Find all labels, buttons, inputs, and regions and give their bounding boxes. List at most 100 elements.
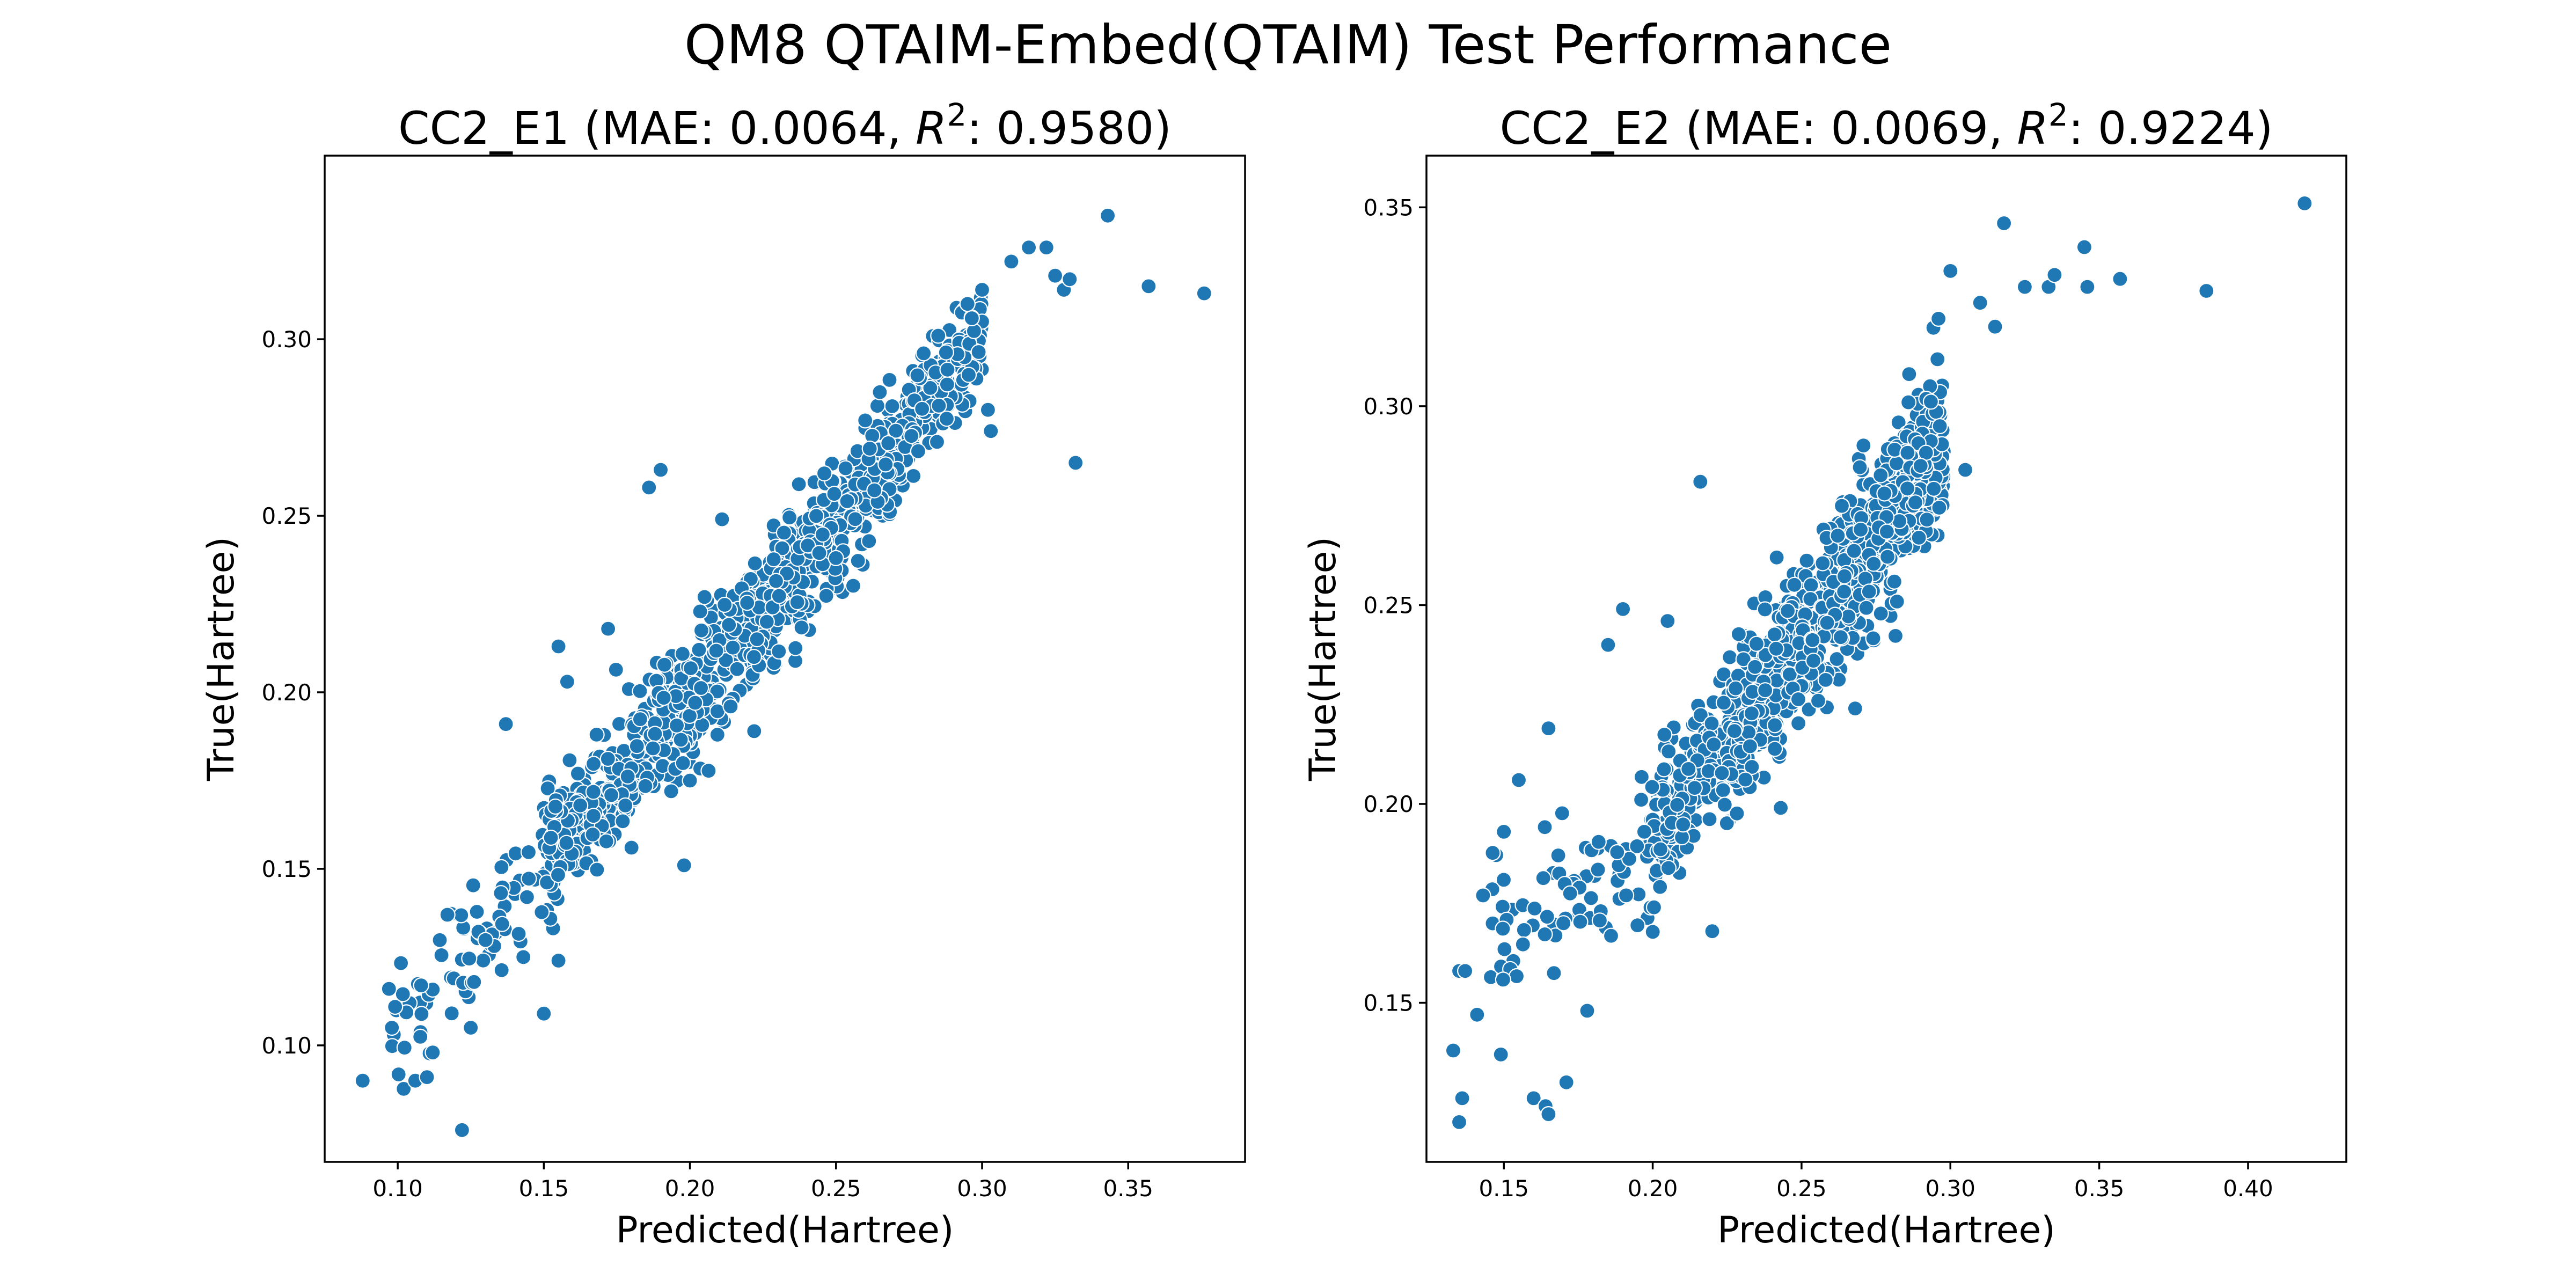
right-point — [1804, 632, 1821, 648]
left-point — [550, 867, 567, 883]
right-point — [1930, 310, 1947, 327]
left-y-tick-label: 0.20 — [261, 679, 312, 706]
left-point — [614, 813, 631, 830]
right-point — [1469, 1006, 1485, 1023]
right-point — [1929, 351, 1946, 368]
left-point — [559, 674, 576, 690]
left-point — [547, 798, 564, 815]
left-point — [687, 694, 704, 711]
right-point — [2296, 195, 2313, 211]
right-point — [1475, 887, 1491, 904]
left-point — [656, 656, 673, 673]
left-point — [392, 955, 409, 971]
left-point — [603, 787, 620, 803]
right-point — [1714, 765, 1730, 781]
right-point — [2046, 267, 2063, 283]
left-point — [914, 400, 931, 417]
left-point — [692, 679, 709, 697]
left-point — [729, 661, 745, 677]
left-point — [674, 646, 691, 662]
left-point — [800, 537, 816, 554]
right-point — [1901, 365, 1918, 383]
left-point — [709, 726, 726, 743]
right-y-tick-label: 0.25 — [1363, 592, 1414, 618]
right-point — [1861, 583, 1877, 600]
right-point — [1887, 627, 1904, 645]
left-point — [675, 755, 691, 772]
right-y-tick-label: 0.35 — [1363, 194, 1414, 221]
right-point — [1748, 635, 1765, 652]
right-point — [1492, 1046, 1509, 1063]
left-point — [857, 412, 874, 429]
left-y-axis-label: True(Hartree) — [200, 537, 243, 781]
right-point — [1814, 555, 1831, 572]
right-point — [1819, 614, 1835, 631]
left-point — [599, 750, 616, 767]
left-point — [714, 511, 730, 528]
left-x-tick-label: 0.25 — [811, 1175, 861, 1202]
left-point — [413, 977, 429, 994]
left-point — [905, 467, 922, 485]
right-point — [1715, 782, 1731, 799]
left-point — [716, 596, 733, 613]
left-point — [543, 829, 559, 846]
left-point — [469, 903, 485, 920]
right-point — [1872, 467, 1889, 484]
left-point — [453, 907, 470, 924]
right-point — [1832, 629, 1849, 646]
left-point — [569, 765, 587, 782]
right-point — [1786, 576, 1803, 593]
left-point — [767, 573, 785, 589]
left-point — [493, 859, 510, 876]
left-point — [850, 552, 866, 569]
right-point — [1609, 844, 1626, 861]
right-point — [2079, 279, 2096, 295]
right-point — [1912, 457, 1929, 474]
left-point — [647, 726, 663, 742]
right-point — [1659, 612, 1676, 630]
right-point — [1652, 841, 1669, 858]
right-point — [1454, 1090, 1470, 1107]
left-point — [384, 1019, 400, 1036]
left-scatter-plot: CC2_E1 (MAE: 0.0064, R2: 0.9580) 0.10 0.15… — [200, 97, 1246, 1252]
left-point — [584, 826, 601, 843]
right-point — [1743, 705, 1760, 722]
left-point — [390, 1066, 407, 1083]
left-point — [781, 509, 798, 526]
right-point — [1865, 555, 1882, 572]
left-point — [663, 783, 679, 800]
left-points — [354, 207, 1212, 1138]
left-point — [880, 435, 897, 452]
left-point — [771, 588, 787, 604]
right-point — [1741, 738, 1758, 755]
right-point — [1805, 653, 1822, 669]
left-point — [692, 603, 708, 620]
right-point — [1879, 548, 1896, 565]
right-point — [1675, 816, 1692, 833]
left-point — [789, 594, 806, 611]
left-point — [550, 952, 567, 969]
left-point — [1100, 207, 1116, 224]
right-y-tick-label: 0.30 — [1363, 393, 1414, 420]
right-point — [1911, 529, 1927, 546]
left-point — [515, 949, 532, 965]
right-point — [2076, 239, 2092, 255]
left-point — [354, 1072, 371, 1089]
left-point — [561, 752, 578, 769]
right-point — [1540, 720, 1557, 737]
right-point — [1700, 763, 1717, 780]
left-point — [811, 545, 828, 561]
left-point — [1003, 253, 1020, 270]
left-point — [983, 423, 999, 440]
right-point — [1768, 549, 1785, 566]
right-x-tick-label: 0.15 — [1479, 1175, 1529, 1202]
right-point — [1572, 913, 1589, 930]
left-x-axis-label: Predicted(Hartree) — [616, 1209, 954, 1252]
right-point — [1865, 630, 1882, 647]
right-x-tick-label: 0.35 — [2074, 1175, 2125, 1202]
right-point — [1922, 393, 1939, 410]
left-point — [691, 641, 707, 658]
right-y-tick-label: 0.20 — [1363, 791, 1414, 817]
left-point — [771, 643, 787, 660]
right-point — [2112, 270, 2128, 287]
